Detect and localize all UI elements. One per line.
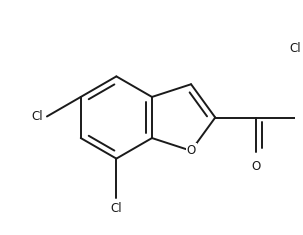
Text: O: O [252,160,261,173]
Text: Cl: Cl [111,202,122,215]
Text: O: O [186,144,196,157]
Text: Cl: Cl [31,110,43,123]
Text: Cl: Cl [290,42,301,55]
